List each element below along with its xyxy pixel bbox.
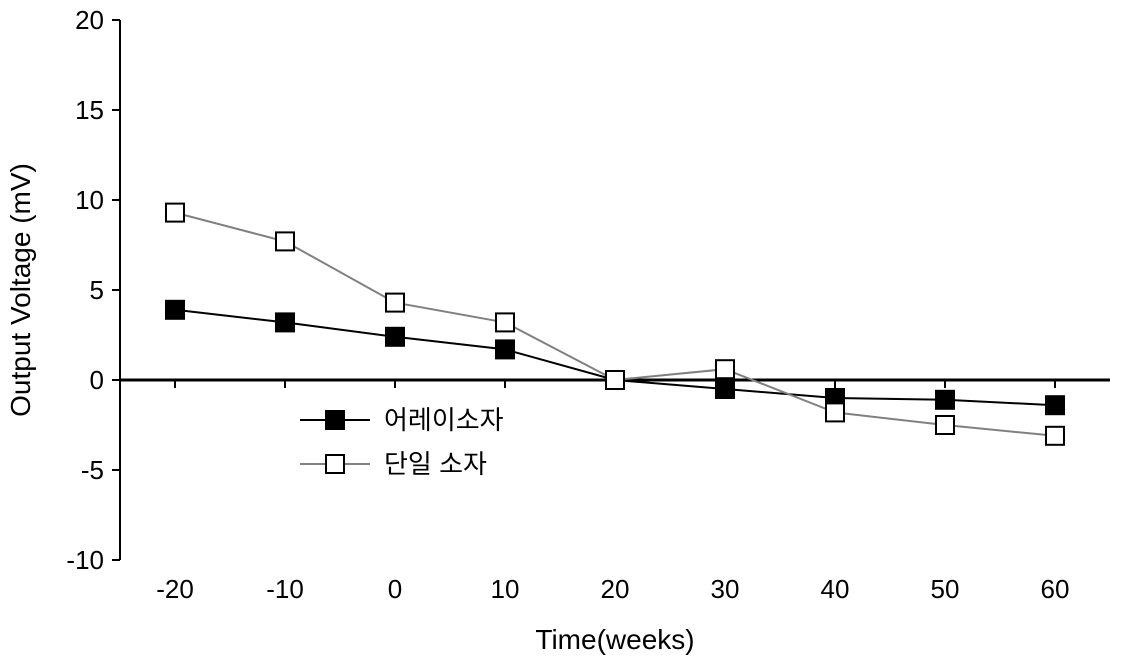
svg-text:40: 40 (821, 574, 850, 604)
svg-text:-20: -20 (156, 574, 194, 604)
svg-text:20: 20 (75, 5, 104, 35)
svg-text:0: 0 (90, 365, 104, 395)
svg-text:Time(weeks): Time(weeks) (535, 624, 694, 655)
svg-text:어레이소자: 어레이소자 (384, 405, 504, 435)
svg-text:-10: -10 (266, 574, 304, 604)
svg-text:15: 15 (75, 95, 104, 125)
svg-text:5: 5 (90, 275, 104, 305)
svg-text:30: 30 (711, 574, 740, 604)
svg-text:10: 10 (491, 574, 520, 604)
svg-text:-5: -5 (81, 455, 104, 485)
svg-text:10: 10 (75, 185, 104, 215)
output-voltage-chart: -10 -5 0 5 10 15 20 -20 -10 0 10 20 30 40 50 60 어레이소자단일 … (0, 0, 1134, 667)
chart-svg: -10 -5 0 5 10 15 20 -20 -10 0 10 20 30 40 50 60 어레이소자단일 … (0, 0, 1134, 667)
svg-text:60: 60 (1041, 574, 1070, 604)
svg-text:50: 50 (931, 574, 960, 604)
svg-text:단일 소자: 단일 소자 (384, 449, 487, 479)
svg-text:-10: -10 (66, 545, 104, 575)
svg-text:20: 20 (601, 574, 630, 604)
svg-text:Output Voltage (mV): Output Voltage (mV) (5, 163, 36, 417)
svg-text:0: 0 (388, 574, 402, 604)
